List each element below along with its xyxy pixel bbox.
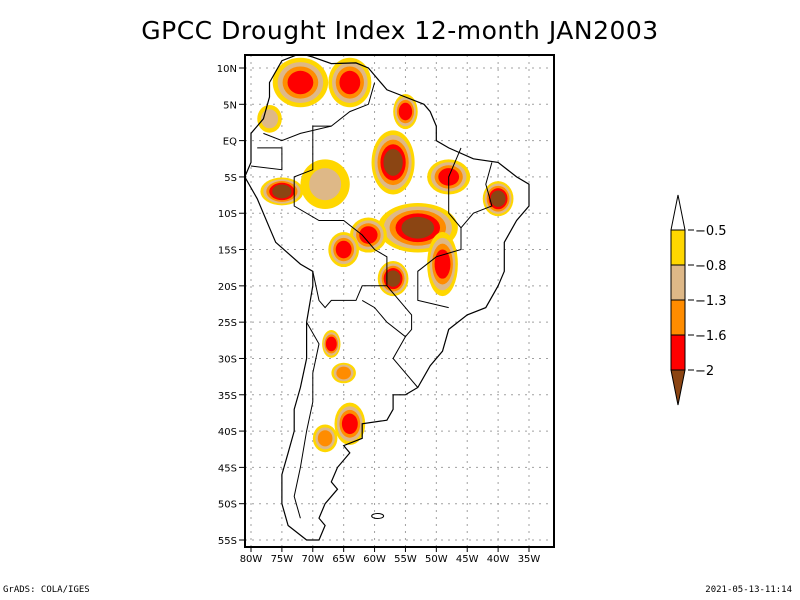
drought-index-shading [257,57,514,453]
drought-area [328,232,360,268]
country-border [392,336,419,388]
lat-tick-label: 55S [218,536,237,547]
colorbar-label: −0.8 [695,259,727,274]
lat-tick-label: EQ [223,137,237,148]
drought-contour [339,70,361,95]
map-frame [244,54,555,548]
drought-contour [401,216,435,239]
footer-timestamp: 2021-05-13-11:14 [705,585,792,595]
country-border [250,147,283,171]
country-border [293,82,388,309]
lon-tick-label: 65W [332,554,355,565]
coastline-boundaries [245,55,530,541]
lat-tick-label: 5S [224,173,237,184]
drought-contour [325,336,337,352]
drought-contour [309,168,342,201]
drought-contour [385,270,401,287]
lon-tick-label: 80W [240,554,263,565]
lon-tick-label: 75W [271,554,294,565]
lon-tick-label: 70W [301,554,324,565]
drought-contour [341,413,358,435]
colorbar-label: −2 [695,364,714,379]
drought-area [272,57,329,108]
lat-tick-label: 10N [217,64,237,75]
drought-area [427,232,458,297]
lat-tick-label: 20S [218,282,237,293]
lat-tick-label: 5N [223,100,237,111]
lon-tick-label: 35W [518,554,541,565]
colorbar-label: −0.5 [695,224,727,239]
country-border [293,321,320,519]
drought-area [393,94,418,130]
country-border [263,125,332,142]
colorbar-band [670,334,686,371]
lat-tick-label: 50S [218,500,237,511]
colorbar-band [670,299,686,336]
map-title: GPCC Drought Index 12-month JAN2003 [141,16,659,45]
colorbar-label: −1.6 [695,329,727,344]
colorbar-band [670,264,686,301]
drought-area [312,424,338,453]
lon-tick-label: 50W [425,554,448,565]
lat-tick-label: 15S [218,246,237,257]
lat-tick-label: 30S [218,354,237,365]
drought-area [328,57,372,108]
drought-contour [398,102,413,121]
footer-credit: GrADS: COLA/IGES [3,585,90,595]
colorbar-legend: −0.5 −0.8 −1.3 −1.6 −2 [670,194,727,406]
lon-tick-label: 60W [363,554,386,565]
drought-contour [434,249,451,279]
south-america-coastline [245,55,530,541]
lat-tick-label: 10S [218,209,237,220]
lat-tick-label: 35S [218,391,237,402]
colorbar-label: −1.3 [695,294,727,309]
drought-contour [287,70,314,95]
drought-area [377,261,409,297]
drought-contour [336,366,351,380]
drought-area [349,217,387,253]
drought-contour [359,226,378,244]
colorbar-lower-arrow [670,369,686,406]
latitude-axis: 10N 5N EQ 5S 10S 15S 20S 25S 30S 35S 40S 45S 50S 55S [217,64,245,547]
drought-contour [272,184,292,199]
drought-contour [335,240,352,259]
drought-contour [383,148,403,176]
drought-contour [317,430,333,447]
lat-tick-label: 25S [218,318,237,329]
lon-tick-label: 45W [456,554,479,565]
lon-tick-label: 55W [394,554,417,565]
drought-area [482,181,514,217]
country-border [417,147,462,309]
colorbar-upper-arrow [670,194,686,231]
colorbar-band [670,229,686,266]
drought-area [331,362,356,384]
drought-area [260,177,304,206]
drought-area [300,159,350,209]
drought-contour [490,190,506,207]
drought-area [257,104,282,133]
country-border [361,285,413,338]
lon-tick-label: 40W [487,554,510,565]
lat-tick-label: 45S [218,463,237,474]
country-border [460,162,493,229]
longitude-axis: 80W 75W 70W 65W 60W 55W 50W 45W 40W 35W [240,547,541,565]
lat-tick-label: 40S [218,427,237,438]
drought-area [334,402,366,445]
falkland-islands [371,513,385,520]
drought-area [322,330,341,358]
drought-area [371,130,415,195]
